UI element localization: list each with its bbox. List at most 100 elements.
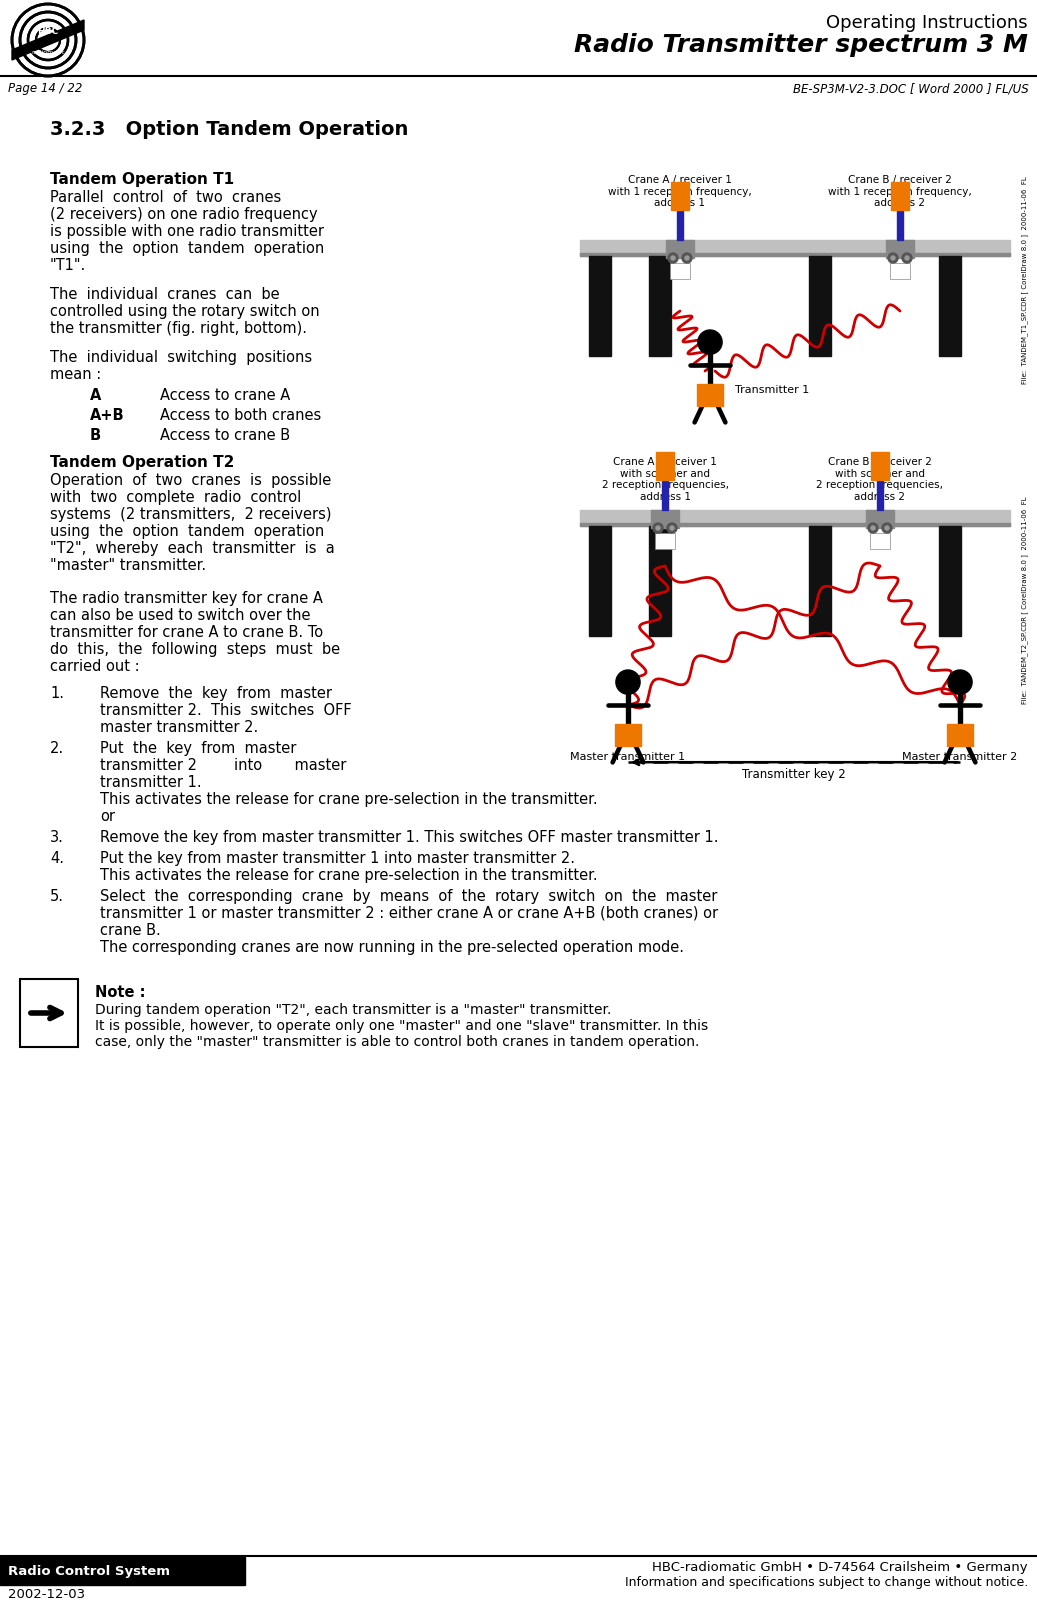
Text: mean :: mean : (50, 368, 102, 382)
Circle shape (888, 254, 898, 263)
Circle shape (685, 257, 689, 260)
Text: File:  TANDEM_T1_SP.CDR [ CorelDraw 8.0 ]  2000-11-06  FL: File: TANDEM_T1_SP.CDR [ CorelDraw 8.0 ]… (1021, 177, 1029, 384)
Text: Access to both cranes: Access to both cranes (160, 408, 321, 424)
Text: Parallel  control  of  two  cranes: Parallel control of two cranes (50, 189, 281, 205)
Text: master transmitter 2.: master transmitter 2. (100, 721, 258, 735)
Circle shape (905, 257, 909, 260)
Circle shape (616, 669, 640, 695)
Text: Crane A / receiver 1
with 1 reception frequency,
address 1: Crane A / receiver 1 with 1 reception fr… (608, 175, 752, 209)
Bar (866, 510, 894, 528)
Bar (655, 533, 675, 549)
Text: carried out :: carried out : (50, 660, 140, 674)
Text: Select  the  corresponding  crane  by  means  of  the  rotary  switch  on  the  : Select the corresponding crane by means … (100, 889, 718, 904)
Bar (891, 181, 909, 210)
Text: do  this,  the  following  steps  must  be: do this, the following steps must be (50, 642, 340, 656)
Text: Remove  the  key  from  master: Remove the key from master (100, 685, 332, 701)
Text: 2002-12-03: 2002-12-03 (8, 1587, 85, 1602)
Text: The radio transmitter key for crane A: The radio transmitter key for crane A (50, 591, 323, 607)
Text: Note :: Note : (95, 985, 145, 1000)
Text: Crane B / receiver 2
with scanner and
2 reception frequencies,
address 2: Crane B / receiver 2 with scanner and 2 … (816, 457, 944, 502)
Text: radiomatic: radiomatic (31, 50, 65, 56)
Text: Master transmitter 2: Master transmitter 2 (902, 753, 1017, 762)
Text: using  the  option  tandem  operation: using the option tandem operation (50, 241, 325, 257)
Circle shape (868, 523, 878, 533)
Bar (677, 210, 683, 241)
Bar (697, 384, 723, 406)
Bar (870, 533, 890, 549)
Text: 3.2.3   Option Tandem Operation: 3.2.3 Option Tandem Operation (50, 120, 409, 140)
Bar (947, 724, 973, 746)
Text: Page 14 / 22: Page 14 / 22 (8, 82, 82, 95)
Text: Master transmitter 1: Master transmitter 1 (570, 753, 685, 762)
Text: "master" transmitter.: "master" transmitter. (50, 559, 206, 573)
Text: HBC: HBC (37, 27, 58, 37)
Text: with  two  complete  radio  control: with two complete radio control (50, 490, 302, 506)
Bar (649, 526, 671, 636)
Text: This activates the release for crane pre-selection in the transmitter.: This activates the release for crane pre… (100, 791, 597, 807)
Text: Transmitter key 2: Transmitter key 2 (742, 769, 846, 782)
Text: A+B: A+B (90, 408, 124, 424)
Bar (20, 979, 78, 1046)
Text: Tandem Operation T1: Tandem Operation T1 (50, 172, 234, 188)
Text: (2 receivers) on one radio frequency: (2 receivers) on one radio frequency (50, 207, 317, 221)
Text: 2.: 2. (50, 742, 64, 756)
Text: "T2",  whereby  each  transmitter  is  a: "T2", whereby each transmitter is a (50, 541, 335, 555)
Circle shape (671, 257, 675, 260)
Bar (589, 526, 611, 636)
Bar (871, 453, 889, 480)
Circle shape (891, 257, 895, 260)
Bar (0, 1557, 245, 1586)
Text: BE-SP3M-V2-3.DOC [ Word 2000 ] FL/US: BE-SP3M-V2-3.DOC [ Word 2000 ] FL/US (793, 82, 1029, 95)
Bar (662, 480, 668, 510)
Text: controlled using the rotary switch on: controlled using the rotary switch on (50, 303, 319, 319)
Circle shape (682, 254, 692, 263)
Text: The  individual  switching  positions: The individual switching positions (50, 350, 312, 364)
Text: B: B (90, 429, 102, 443)
Text: Information and specifications subject to change without notice.: Information and specifications subject t… (624, 1576, 1028, 1589)
Circle shape (885, 526, 889, 530)
Text: 1.: 1. (50, 685, 64, 701)
Bar (938, 257, 961, 356)
Text: 5.: 5. (50, 889, 64, 904)
Text: crane B.: crane B. (100, 923, 161, 937)
Circle shape (698, 331, 722, 355)
Bar (589, 257, 611, 356)
Bar (809, 526, 831, 636)
Text: Crane B / receiver 2
with 1 reception frequency,
address 2: Crane B / receiver 2 with 1 reception fr… (829, 175, 972, 209)
Text: or: or (100, 809, 115, 823)
Text: using  the  option  tandem  operation: using the option tandem operation (50, 523, 325, 539)
Bar (666, 241, 694, 258)
Text: transmitter 2        into       master: transmitter 2 into master (100, 758, 346, 774)
Bar (580, 523, 1010, 526)
Text: HBC-radiomatic GmbH • D-74564 Crailsheim • Germany: HBC-radiomatic GmbH • D-74564 Crailsheim… (652, 1562, 1028, 1575)
Bar (580, 254, 1010, 257)
Bar (886, 241, 914, 258)
Text: "T1".: "T1". (50, 258, 86, 273)
Bar (809, 257, 831, 356)
Text: The corresponding cranes are now running in the pre-selected operation mode.: The corresponding cranes are now running… (100, 941, 684, 955)
Bar (615, 724, 641, 746)
Text: the transmitter (fig. right, bottom).: the transmitter (fig. right, bottom). (50, 321, 307, 335)
Text: transmitter for crane A to crane B. To: transmitter for crane A to crane B. To (50, 624, 324, 640)
Text: Put the key from master transmitter 1 into master transmitter 2.: Put the key from master transmitter 1 in… (100, 851, 574, 867)
Bar (651, 510, 679, 528)
Circle shape (656, 526, 660, 530)
Bar (671, 181, 689, 210)
Text: is possible with one radio transmitter: is possible with one radio transmitter (50, 225, 324, 239)
Circle shape (670, 526, 674, 530)
Text: File:  TANDEM_T2_SP.CDR [ CorelDraw 8.0 ]  2000-11-06  FL: File: TANDEM_T2_SP.CDR [ CorelDraw 8.0 ]… (1021, 496, 1029, 705)
Bar (890, 263, 910, 279)
Text: case, only the "master" transmitter is able to control both cranes in tandem ope: case, only the "master" transmitter is a… (95, 1035, 699, 1050)
Text: transmitter 2.  This  switches  OFF: transmitter 2. This switches OFF (100, 703, 352, 717)
Bar (649, 257, 671, 356)
Text: 4.: 4. (50, 851, 64, 867)
Bar (877, 480, 882, 510)
Bar (897, 210, 903, 241)
Text: Remove the key from master transmitter 1. This switches OFF master transmitter 1: Remove the key from master transmitter 1… (100, 830, 719, 844)
Text: Crane A / receiver 1
with scanner and
2 reception frequencies,
address 1: Crane A / receiver 1 with scanner and 2 … (601, 457, 729, 502)
Bar (580, 241, 1010, 257)
Text: Radio Control System: Radio Control System (8, 1565, 170, 1578)
Text: It is possible, however, to operate only one "master" and one "slave" transmitte: It is possible, however, to operate only… (95, 1019, 708, 1034)
Text: Operation  of  two  cranes  is  possible: Operation of two cranes is possible (50, 473, 331, 488)
Text: The  individual  cranes  can  be: The individual cranes can be (50, 287, 280, 302)
